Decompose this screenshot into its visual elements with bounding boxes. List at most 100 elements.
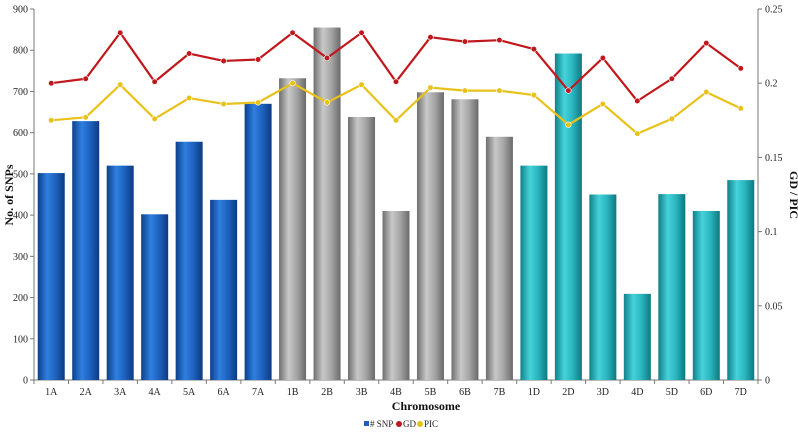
x-tick-label: 5B [425, 387, 437, 398]
legend-pic-marker [417, 421, 423, 427]
x-tick-label: 6B [459, 387, 471, 398]
legend-gd-marker [396, 421, 402, 427]
pic-point-2A [82, 114, 89, 121]
gd-pic-lines [48, 29, 744, 137]
pic-point-4B [392, 117, 400, 124]
bar-4B [382, 210, 410, 380]
y-axis-title: No. of SNPs [2, 164, 16, 225]
bar-2A [72, 121, 100, 380]
gd-point-3D [599, 54, 606, 62]
gd-point-6D [703, 40, 710, 47]
x-tick-label: 7A [252, 387, 265, 398]
x-tick-label: 7B [494, 387, 506, 398]
pic-point-5A [186, 94, 193, 102]
bar-6D [692, 210, 720, 380]
x-tick-label: 6D [700, 387, 712, 398]
gd-line [51, 31, 742, 103]
y-tick-label: 200 [13, 293, 28, 304]
gd-point-6A [220, 57, 227, 65]
y2-tick-label: 0.25 [765, 5, 783, 16]
x-tick-label: 5D [666, 387, 678, 398]
bar-4A [141, 214, 169, 380]
gd-point-2D [565, 87, 572, 94]
x-tick-label: 4A [149, 387, 162, 398]
bar-3D [589, 194, 617, 380]
x-tick-label: 5A [183, 387, 196, 398]
y-tick-label: 600 [13, 128, 28, 139]
pic-point-3A [117, 81, 124, 88]
bar-5B [416, 92, 444, 380]
pic-line [51, 82, 742, 135]
pic-point-4A [151, 115, 158, 122]
y-tick-label: 500 [13, 169, 28, 180]
pic-point-5B [427, 84, 434, 91]
bar-3B [348, 117, 376, 380]
x-tick-label: 3D [597, 387, 609, 398]
x-tick-label: 4B [390, 387, 402, 398]
bar-7A [244, 103, 272, 381]
gd-point-1A [48, 80, 55, 87]
pic-point-5D [668, 115, 675, 122]
pic-point-6A [220, 100, 227, 108]
bar-5A [175, 141, 203, 380]
bar-7B [485, 136, 513, 380]
y2-tick-label: 0.1 [765, 227, 778, 238]
bar-2D [554, 53, 582, 381]
bar-6B [451, 99, 479, 380]
x-tick-label: 4D [631, 387, 643, 398]
pic-point-2D [565, 121, 572, 128]
x-tick-label: 3A [114, 387, 127, 398]
y2-tick-label: 0 [765, 376, 770, 387]
pic-point-1A [48, 117, 55, 124]
pic-point-7B [496, 87, 503, 94]
bar-5D [658, 194, 686, 380]
pic-point-2B [323, 99, 331, 106]
gd-point-6B [461, 38, 469, 45]
bar-3A [106, 165, 134, 380]
gd-point-5A [186, 50, 193, 57]
pic-point-7D [737, 105, 744, 112]
y2-tick-label: 0.2 [765, 79, 778, 90]
bar-2B [313, 27, 341, 381]
x-tick-label: 2B [321, 387, 333, 398]
pic-point-3D [599, 100, 606, 108]
gd-point-7B [496, 37, 503, 44]
pic-point-6B [461, 87, 469, 94]
y-tick-label: 400 [13, 211, 28, 222]
x-tick-label: 2A [80, 387, 93, 398]
bar-1A [37, 173, 65, 380]
gd-point-7D [737, 65, 744, 72]
pic-point-6D [703, 89, 710, 96]
gd-point-1B [289, 29, 296, 36]
gd-point-4B [392, 78, 400, 85]
legend-snp-swatch [364, 421, 369, 426]
gd-point-3A [117, 29, 124, 36]
x-axis-title: Chromosome [392, 399, 461, 413]
y-tick-label: 900 [13, 5, 28, 16]
bar-1B [279, 78, 307, 381]
gd-point-2B [323, 54, 331, 62]
bar-1D [520, 165, 548, 380]
bar-6A [210, 199, 238, 380]
y-tick-label: 300 [13, 252, 28, 263]
snp-bars [37, 27, 755, 381]
bar-7D [727, 180, 755, 380]
x-tick-label: 1D [528, 387, 540, 398]
y2-axis-title: GD / PIC [787, 171, 798, 219]
y-tick-label: 800 [13, 46, 28, 57]
chart-legend: # SNP GD PIC [364, 419, 438, 429]
x-tick-label: 6A [218, 387, 231, 398]
pic-point-1D [530, 91, 538, 99]
y-tick-label: 700 [13, 87, 28, 98]
x-tick-label: 1B [287, 387, 299, 398]
gd-point-1D [530, 45, 538, 53]
x-tick-label: 3B [356, 387, 368, 398]
pic-point-7A [254, 99, 262, 106]
x-tick-label: 2D [562, 387, 574, 398]
gd-point-4A [151, 78, 158, 85]
gd-point-7A [254, 56, 262, 63]
pic-point-3B [358, 81, 365, 88]
x-tick-label: 1A [45, 387, 58, 398]
y2-tick-label: 0.15 [765, 153, 783, 164]
